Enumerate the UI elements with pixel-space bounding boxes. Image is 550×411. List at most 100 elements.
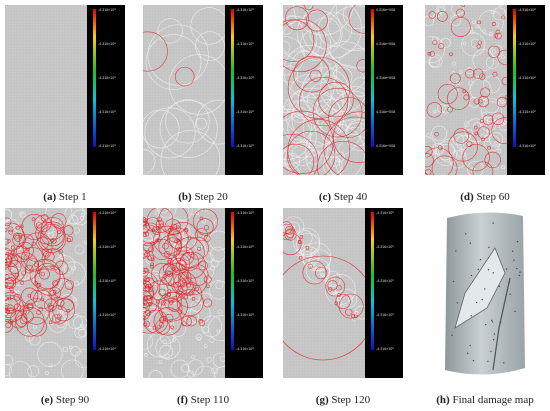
crack-circle bbox=[187, 235, 192, 240]
crack-circle bbox=[327, 280, 338, 291]
crack-circle bbox=[497, 49, 507, 65]
crack-circle bbox=[148, 280, 169, 300]
crack-circle bbox=[191, 354, 195, 359]
crack-circle bbox=[170, 325, 174, 330]
crack-circle bbox=[464, 118, 488, 142]
crack-circle bbox=[158, 360, 163, 364]
simulation-field bbox=[143, 5, 225, 175]
crack-circle bbox=[351, 77, 365, 97]
crack-circle bbox=[186, 370, 195, 378]
crack-circle bbox=[5, 238, 10, 245]
crack-circle bbox=[168, 54, 225, 115]
crack-circle bbox=[183, 229, 188, 234]
crack-circle bbox=[175, 239, 182, 245]
crack-circle bbox=[5, 318, 13, 333]
crack-circle bbox=[283, 65, 298, 83]
crack-circle bbox=[187, 359, 204, 375]
crack-circle bbox=[305, 246, 310, 250]
crack-circle bbox=[205, 268, 214, 278]
crack-circle bbox=[22, 232, 53, 263]
crack-circle bbox=[484, 151, 501, 169]
crack-circle bbox=[155, 226, 160, 230]
crack-circle bbox=[478, 73, 486, 80]
crack-circle bbox=[74, 280, 79, 286]
crack-circle bbox=[169, 320, 187, 337]
colorbar-label: 4.316e+008 bbox=[376, 8, 395, 12]
crack-circle bbox=[143, 285, 155, 300]
crack-circle bbox=[179, 251, 199, 272]
crack-circle bbox=[5, 322, 12, 329]
crack-circle bbox=[337, 293, 342, 297]
crack-circle bbox=[494, 32, 502, 40]
crack-circle bbox=[153, 307, 182, 336]
crack-circle bbox=[426, 133, 431, 138]
pore bbox=[451, 334, 453, 336]
crack-circle bbox=[449, 52, 453, 57]
crack-circle bbox=[144, 352, 148, 357]
crack-circle bbox=[173, 237, 205, 268]
crack-circle bbox=[40, 271, 45, 277]
crack-circle bbox=[431, 125, 447, 142]
crack-circle bbox=[302, 242, 332, 272]
pore bbox=[490, 350, 492, 353]
crack-circle bbox=[51, 313, 62, 324]
pore bbox=[472, 359, 475, 362]
crack-circle bbox=[195, 287, 199, 291]
crack-circle bbox=[428, 11, 437, 19]
crack-circle bbox=[216, 328, 221, 333]
caption-tag: (h) bbox=[436, 394, 450, 406]
crack-circle bbox=[175, 235, 207, 266]
crack-circle bbox=[299, 76, 349, 126]
crack-circle bbox=[159, 344, 174, 359]
crack-circle bbox=[48, 320, 53, 325]
crack-circle bbox=[177, 277, 194, 294]
crack-circle bbox=[155, 238, 160, 243]
colorbar-label: -4.316×10⁸ bbox=[376, 279, 394, 283]
crack-circle bbox=[302, 251, 313, 261]
crack-circle bbox=[143, 315, 146, 319]
crack-circle bbox=[298, 255, 303, 260]
crack-circle bbox=[465, 69, 475, 79]
crack-circle bbox=[348, 5, 365, 34]
crack-circle bbox=[165, 99, 210, 144]
crack-circle bbox=[203, 298, 213, 308]
crack-circle bbox=[24, 264, 34, 274]
pore bbox=[493, 333, 496, 335]
crack-circle bbox=[164, 313, 174, 323]
crack-circle bbox=[27, 365, 40, 378]
caption: (c) Step 40 bbox=[319, 191, 368, 203]
crack-circle bbox=[484, 135, 501, 152]
crack-circle bbox=[10, 245, 15, 250]
crack-circle bbox=[38, 268, 50, 280]
crack-circle bbox=[477, 126, 490, 139]
crack-circle bbox=[192, 208, 218, 234]
crack-circle bbox=[482, 29, 486, 34]
crack-circle bbox=[186, 282, 191, 288]
crack-circle bbox=[283, 44, 337, 99]
crack-circle bbox=[5, 222, 25, 251]
crack-circle bbox=[483, 75, 501, 94]
crack-circle bbox=[436, 5, 446, 14]
crack-circle bbox=[473, 125, 478, 130]
crack-circle bbox=[21, 310, 34, 323]
caption-text: Step 90 bbox=[56, 394, 90, 406]
crack-circle bbox=[35, 282, 41, 288]
crack-circle bbox=[312, 87, 363, 138]
crack-circle bbox=[33, 264, 62, 294]
crack-circle bbox=[143, 299, 148, 306]
crack-circle bbox=[283, 133, 319, 175]
crack-circle bbox=[284, 226, 294, 235]
crack-circle bbox=[199, 216, 204, 221]
crack-circle bbox=[197, 246, 202, 251]
colorbar-label: -4.316×10⁸ bbox=[376, 347, 394, 351]
crack-circle bbox=[468, 80, 474, 86]
pore bbox=[455, 250, 457, 252]
crack-circle bbox=[203, 224, 210, 231]
crack-circle bbox=[8, 255, 12, 260]
caption-tag: (a) bbox=[43, 191, 56, 203]
colorbar-label: -4.316×10⁸ bbox=[236, 110, 254, 114]
crack-circle bbox=[212, 352, 225, 368]
pore bbox=[485, 323, 487, 326]
crack-circle bbox=[481, 137, 485, 142]
crack-circle bbox=[494, 22, 500, 27]
